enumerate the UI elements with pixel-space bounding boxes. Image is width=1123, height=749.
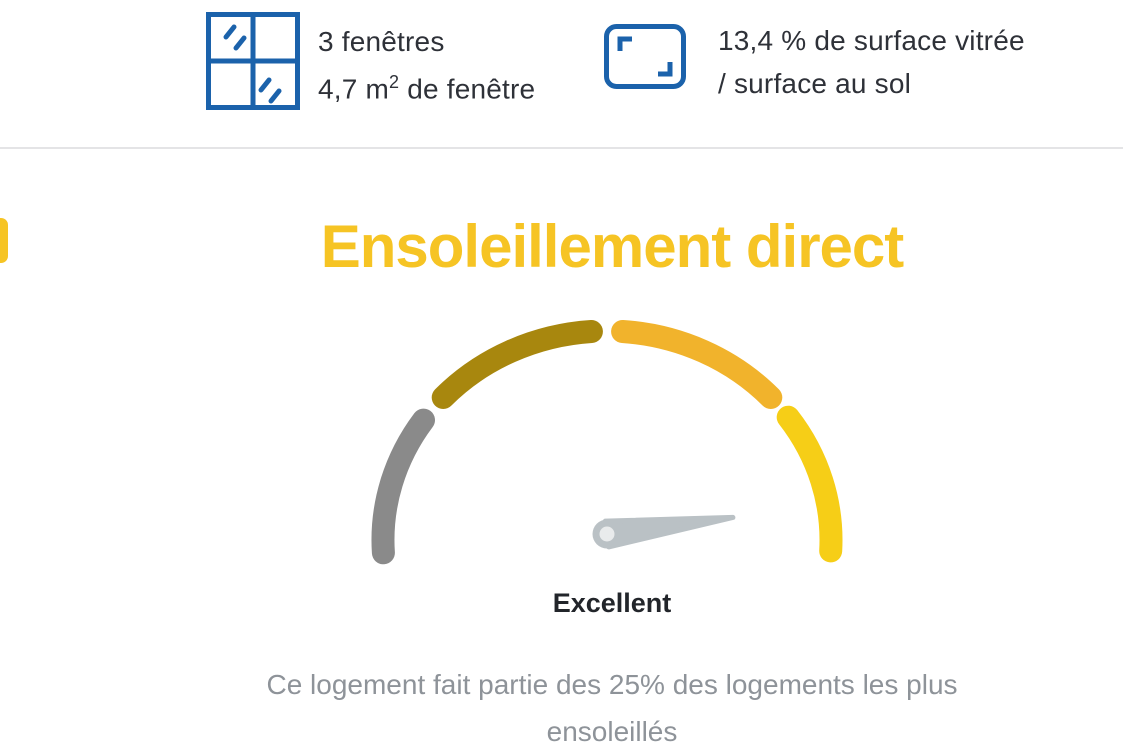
gauge-segment-good [611,320,783,409]
glazing-basis-line: / surface au sol [718,68,912,99]
gauge-segment-excellent [776,405,843,563]
gauge-segment-poor [371,408,435,565]
cropped-glyph-fragment [0,218,8,263]
windows-area-value: 4,7 m [318,73,390,105]
surface-ratio-icon [604,24,686,89]
ranking-note-line2: ensoleillés [546,716,678,747]
section-divider [0,147,1123,149]
glazing-stat: 13,4 % de surface vitrée / surface au so… [718,19,1025,105]
glazing-ratio-line: 13,4 % de surface vitrée [718,25,1025,56]
windows-area-exponent: 2 [389,72,400,92]
gauge-needle-hub-center [599,526,615,542]
windows-count-line: 3 fenêtres [318,26,445,57]
ranking-note-line1: Ce logement fait partie des 25% des loge… [266,669,958,700]
window-icon [206,12,300,110]
windows-area-line: 4,7 m2 de fenêtre [318,62,535,109]
section-title: Ensoleillement direct [320,213,905,280]
gauge-needle [602,514,736,550]
sunlight-gauge [371,320,843,565]
gauge-reading-label: Excellent [552,588,672,618]
windows-stat: 3 fenêtres 4,7 m2 de fenêtre [318,22,535,109]
gauge-segment-fair [431,320,603,409]
windows-area-unit-text: de fenêtre [399,73,536,105]
ranking-note: Ce logement fait partie des 25% des loge… [266,661,957,749]
